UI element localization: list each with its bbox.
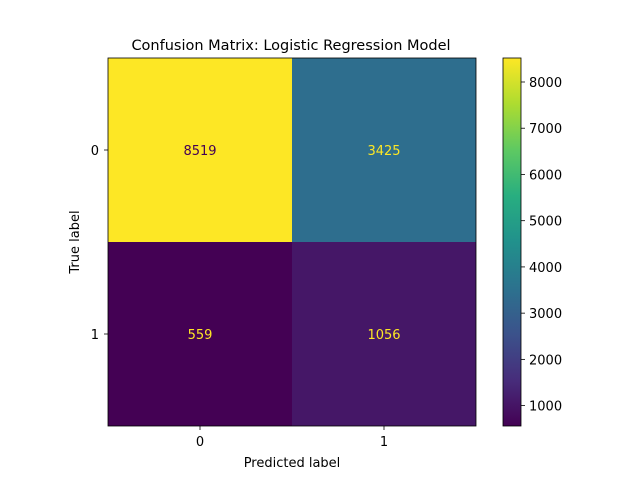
colorbar-tick-label: 8000: [529, 76, 562, 91]
x-tick-label: 1: [380, 435, 388, 450]
colorbar-tick-label: 5000: [529, 215, 562, 230]
cell-label-1-0: 559: [188, 328, 213, 343]
colorbar-tick-label: 2000: [529, 353, 562, 368]
heatmap-cell-0-1: [292, 58, 476, 242]
x-axis-label: Predicted label: [244, 456, 341, 471]
cell-label-0-0: 8519: [183, 144, 216, 159]
y-axis-label: True label: [68, 210, 83, 274]
colorbar-tick-label: 6000: [529, 168, 562, 183]
heatmap-cell-1-1: [292, 242, 476, 426]
y-axis-ticks: 01: [91, 144, 108, 343]
colorbar-tick-label: 1000: [529, 400, 562, 415]
colorbar-ticks: 1000 2000 3000 4000 5000 6000 7000 8000: [521, 76, 562, 415]
chart-title: Confusion Matrix: Logistic Regression Mo…: [131, 38, 450, 54]
heatmap-cell-1-0: [108, 242, 292, 426]
plot-frame: [107, 57, 477, 427]
colorbar-tick-label: 7000: [529, 122, 562, 137]
colorbar: [502, 57, 522, 427]
cell-label-0-1: 3425: [367, 144, 400, 159]
colorbar-tick-label: 4000: [529, 261, 562, 276]
x-tick-label: 0: [196, 435, 204, 450]
cell-label-1-1: 1056: [367, 328, 400, 343]
heatmap-cells: [108, 58, 476, 426]
heatmap-cell-0-0: [108, 58, 292, 242]
y-tick-label: 1: [91, 328, 99, 343]
cell-value-labels: 8519 3425 559 1056: [183, 144, 400, 343]
y-tick-label: 0: [91, 144, 99, 159]
colorbar-tick-label: 3000: [529, 307, 562, 322]
